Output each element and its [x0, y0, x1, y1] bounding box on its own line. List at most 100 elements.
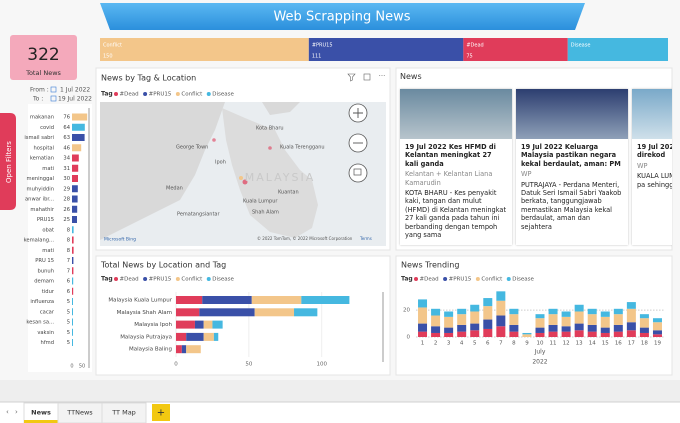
tag-value: 6: [67, 279, 70, 285]
map-watermark: MALAYSIA: [245, 171, 316, 184]
tag-bar: [72, 308, 73, 316]
x-tick-label: 0: [70, 364, 73, 370]
tag-list-panel: [28, 104, 92, 372]
y-tick-label: Malaysia Shah Alam: [117, 310, 172, 316]
legend-label: Conflict: [481, 277, 503, 283]
tag-bar: [72, 154, 79, 162]
tab-label[interactable]: News: [31, 409, 51, 417]
map-marker[interactable]: [268, 146, 272, 150]
bar-segment: [176, 345, 182, 354]
bar-segment: [186, 345, 201, 354]
filter-label[interactable]: Open Filters: [5, 141, 13, 183]
segment-label: Conflict: [103, 43, 122, 49]
tag-value: 5: [67, 320, 70, 326]
tag-bar: [72, 134, 85, 141]
x-axis-sublabel: 2022: [532, 359, 547, 366]
column-segment: [626, 308, 636, 323]
column-segment: [509, 308, 519, 315]
tag-label: hospital: [33, 145, 54, 151]
news-image: [400, 89, 512, 139]
to-label: To :: [32, 96, 43, 103]
news-heading: 19 Jul 2022 Kes Kelantan direkod: [637, 143, 672, 160]
column-segment: [639, 332, 649, 337]
tab-label[interactable]: TT Map: [111, 409, 136, 417]
tag-bar: [72, 175, 78, 182]
news-card[interactable]: 19 Jul 2022 Kes HFMD di Kelantan meningk…: [400, 89, 512, 245]
tag-bar: [72, 318, 73, 326]
news-card[interactable]: 19 Jul 2022 Keluarga Malaysia pastikan n…: [516, 89, 628, 245]
x-tick-label: 12: [563, 341, 570, 347]
tag-bar: [72, 185, 78, 193]
trending-legend-title: Tag: [401, 276, 413, 283]
column-segment: [444, 316, 454, 328]
tab-label[interactable]: TTNews: [66, 409, 93, 417]
tag-value: 7: [67, 258, 70, 264]
news-source: WP: [637, 161, 648, 170]
header-banner: [100, 3, 585, 30]
bar-segment: [176, 332, 187, 341]
prev-page[interactable]: ‹: [6, 408, 9, 416]
scrollbar[interactable]: [382, 292, 384, 362]
tag-bar: [72, 246, 74, 254]
legend-dot: [114, 92, 118, 96]
tag-value: 34: [63, 156, 70, 162]
map-marker[interactable]: [239, 176, 243, 180]
calendar-icon[interactable]: [50, 86, 57, 93]
filter-tab[interactable]: [0, 113, 16, 210]
legend-label: #PRU15: [149, 92, 172, 98]
tag-label: makanan: [30, 115, 54, 121]
segment-value: 75: [466, 54, 472, 60]
x-tick-label: 50: [245, 362, 252, 368]
column-segment: [457, 314, 467, 325]
column-segment: [457, 331, 467, 337]
legend-label: Conflict: [181, 277, 203, 283]
column-segment: [587, 324, 597, 332]
focus-icon[interactable]: [363, 73, 371, 81]
select-tool[interactable]: [348, 163, 368, 183]
column-segment: [548, 314, 558, 325]
next-page[interactable]: ›: [15, 408, 18, 416]
map-marker[interactable]: [212, 138, 216, 142]
column-segment: [587, 331, 597, 337]
column-segment: [613, 308, 623, 315]
segment-value: 150: [103, 54, 113, 60]
add-page[interactable]: [152, 404, 170, 421]
x-tick-label: 3: [447, 341, 451, 347]
from-date[interactable]: 1 Jul 2022: [60, 87, 90, 94]
column-segment: [483, 319, 493, 329]
trending-title: News Trending: [401, 261, 459, 270]
more-icon[interactable]: ···: [379, 72, 386, 80]
tag-label: mati: [42, 166, 54, 172]
column-segment: [535, 318, 545, 328]
news-headline: Kes HFMD di Kelantan meningkat 27 kali g…: [405, 143, 496, 168]
x-tick-label: 10: [537, 341, 544, 347]
tag-segment: [463, 38, 568, 61]
column-segment: [652, 322, 662, 331]
map-marker[interactable]: [242, 179, 248, 185]
legend-label: #PRU15: [149, 277, 172, 283]
tag-label: mahathir: [30, 207, 54, 213]
zoom-in-icon: [353, 108, 363, 118]
calendar-icon[interactable]: [50, 95, 57, 102]
filter-icon[interactable]: [347, 73, 356, 82]
tag-label: influenza: [30, 299, 54, 305]
scrollbar[interactable]: [88, 108, 90, 368]
tag-value: 31: [63, 166, 70, 172]
map-provider: Microsoft Bing: [104, 237, 136, 243]
news-date: 19 Jul 2022: [637, 143, 672, 151]
add-page-icon[interactable]: +: [157, 408, 165, 419]
column-segment: [522, 334, 532, 337]
column-segment: [574, 311, 584, 324]
page-tab[interactable]: [101, 402, 147, 423]
column-segment: [444, 332, 454, 337]
column-segment: [639, 327, 649, 333]
map-terms[interactable]: Terms: [359, 236, 372, 241]
to-date[interactable]: 19 Jul 2022: [58, 96, 92, 103]
news-source: Kelantan + Kelantan Liana Kamarudin: [405, 170, 493, 187]
news-text: 19 Jul 2022 Kes HFMD di Kelantan meningk…: [400, 139, 512, 243]
legend-label: Conflict: [181, 92, 203, 98]
land: [100, 102, 225, 240]
news-heading: 19 Jul 2022 Keluarga Malaysia pastikan n…: [521, 143, 623, 168]
legend-dot: [143, 92, 148, 96]
